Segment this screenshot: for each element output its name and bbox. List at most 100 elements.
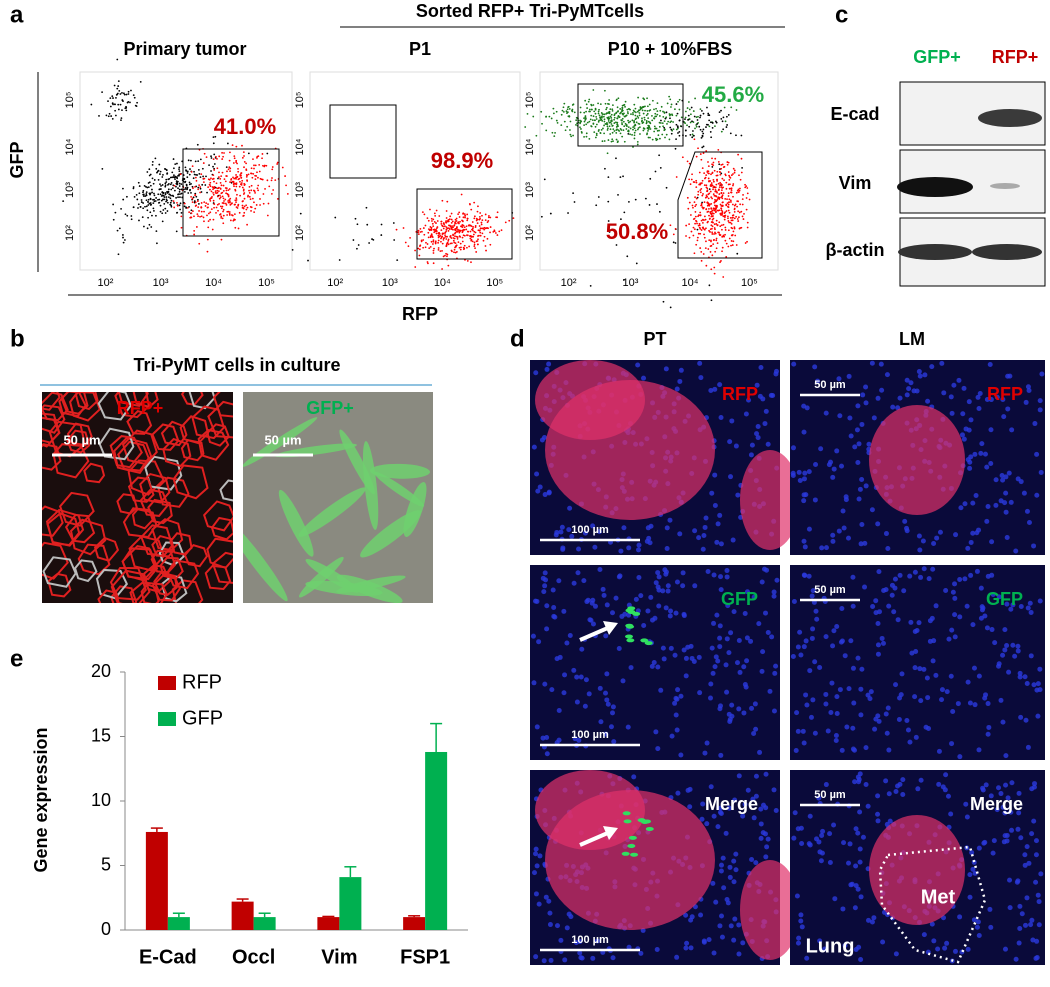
nucleus [1013,548,1018,553]
event [212,229,214,231]
nucleus [977,933,982,938]
nucleus [712,473,717,478]
event [195,201,197,203]
event [174,185,176,187]
nucleus [896,617,901,622]
event [592,119,594,121]
event [170,197,172,199]
event [466,247,468,249]
nucleus [656,584,661,589]
nucleus [560,547,565,552]
nucleus [982,614,987,619]
event [262,153,264,155]
event [670,129,672,131]
event [164,168,166,170]
nucleus [1017,926,1022,931]
nucleus [760,649,765,654]
event [162,174,164,176]
nucleus [952,581,957,586]
event [158,164,160,166]
event [477,238,479,240]
nucleus [697,361,702,366]
event [596,133,598,135]
event [414,250,416,252]
nucleus [913,649,918,654]
event [292,249,294,251]
nucleus [561,690,566,695]
event [146,171,148,173]
event [106,114,108,116]
nucleus [602,593,607,598]
event [713,179,715,181]
event [479,216,481,218]
event [190,196,192,198]
nucleus [648,595,653,600]
event [217,192,219,194]
event [745,185,747,187]
group-title: Sorted RFP+ Tri-PyMTcells [416,1,644,21]
event [726,243,728,245]
event [254,192,256,194]
event [118,109,120,111]
event [738,174,740,176]
nucleus [669,646,674,651]
event [700,108,702,110]
event [611,114,613,116]
event [417,231,419,233]
event [146,209,148,211]
event [114,103,116,105]
nucleus [736,952,741,957]
event [453,251,455,253]
event [264,188,266,190]
event [148,182,150,184]
event [713,193,715,195]
event [150,226,152,228]
nucleus [652,616,657,621]
nucleus [746,788,751,793]
event [157,193,159,195]
event [637,144,639,146]
event [202,176,204,178]
event [599,132,601,134]
event [639,114,641,116]
nucleus [697,655,702,660]
event [253,164,255,166]
nucleus [772,787,777,792]
event [419,228,421,230]
event [475,225,477,227]
event [433,241,435,243]
event [563,111,565,113]
event [223,190,225,192]
nucleus [946,794,951,799]
event [575,119,577,121]
nucleus [545,751,550,756]
event [583,136,585,138]
event [451,225,453,227]
nucleus [536,639,541,644]
x-tick-label: 10⁴ [205,277,222,289]
event [174,163,176,165]
event [441,250,443,252]
event [649,204,651,206]
event [209,184,211,186]
panel-label: d [510,325,525,352]
nucleus [555,923,560,928]
nucleus [893,682,898,687]
event [736,253,738,255]
event [451,227,453,229]
event [646,122,648,124]
event [112,118,114,120]
event [121,117,123,119]
event [144,185,146,187]
event [708,215,710,217]
event [610,120,612,122]
event [173,174,175,176]
event [227,189,229,191]
nucleus [626,725,631,730]
event [721,229,723,231]
event [226,211,228,213]
event [710,241,712,243]
nucleus [564,641,569,646]
nucleus [945,689,950,694]
nucleus [749,706,754,711]
